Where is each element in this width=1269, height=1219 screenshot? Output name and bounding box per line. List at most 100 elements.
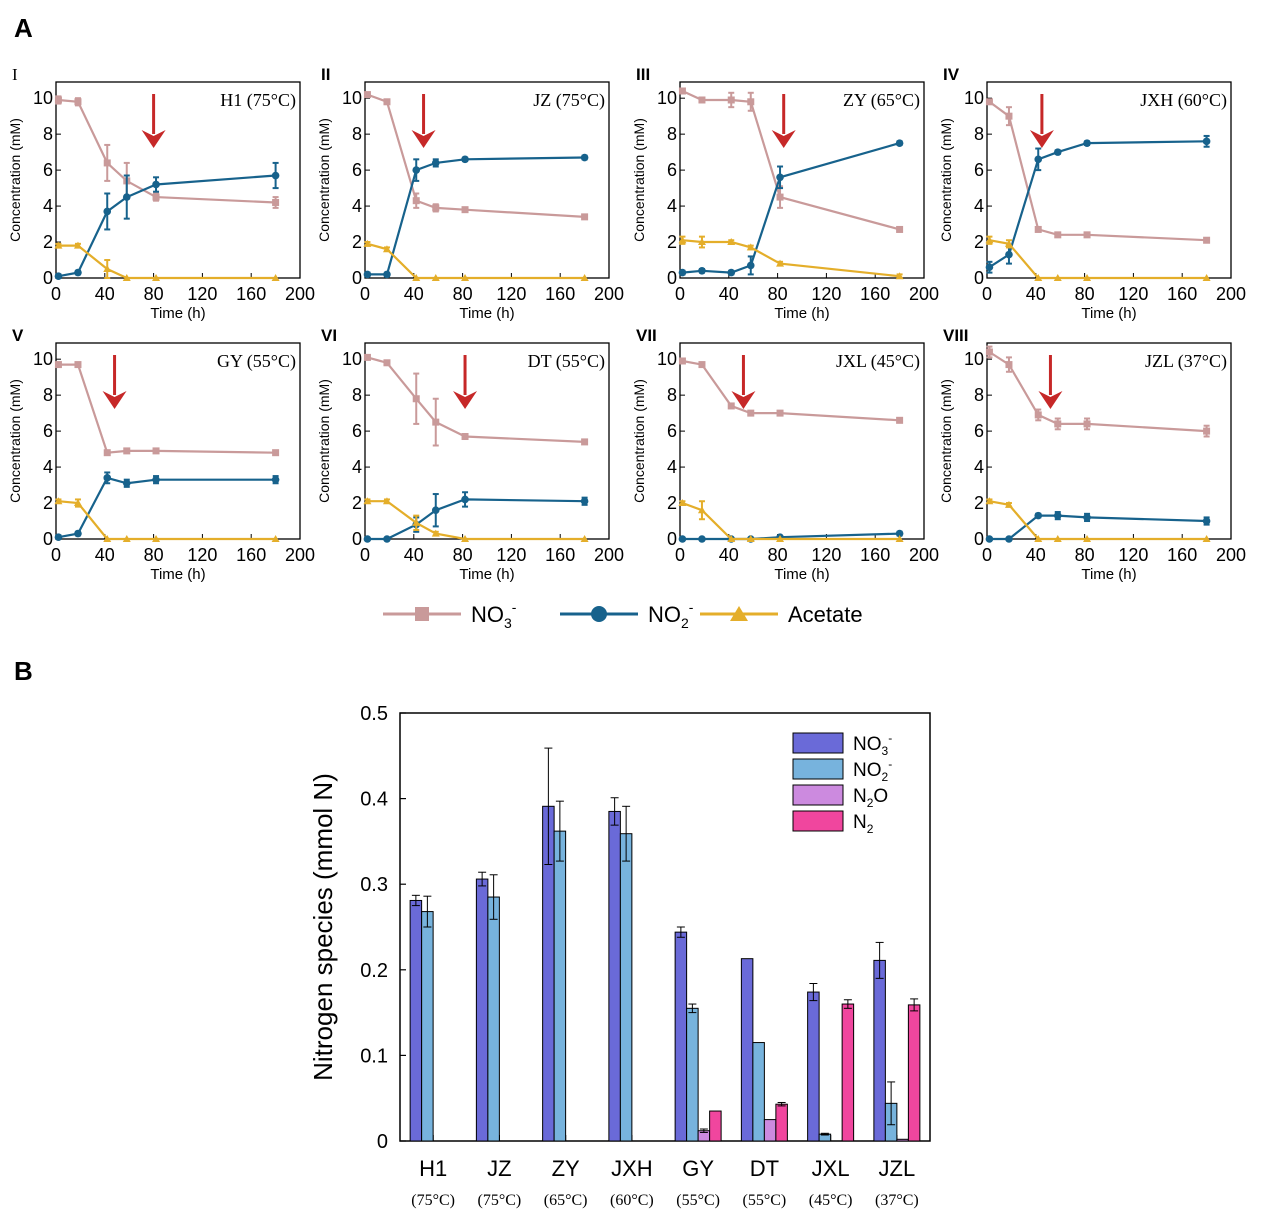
category-temperature: (65°C) [544, 1192, 588, 1209]
data-point [122, 193, 131, 201]
plot-frame [364, 81, 610, 279]
y-tick-label: 2 [352, 232, 362, 252]
legend-label: N2O [853, 786, 888, 810]
series-acetate [363, 497, 589, 542]
data-point [776, 409, 784, 417]
x-tick-label: 160 [236, 284, 266, 304]
data-point [896, 416, 904, 424]
series-nitrite [54, 471, 280, 542]
bar-legend-item: NO3- [792, 731, 892, 758]
x-tick-label: 40 [95, 284, 115, 304]
data-point [1054, 231, 1062, 239]
x-axis-label: Time (h) [774, 305, 829, 322]
data-point [152, 447, 160, 455]
legend-item: NO3- [383, 599, 517, 631]
data-point [678, 87, 686, 95]
data-point [678, 268, 687, 277]
series-line [367, 242, 585, 280]
x-tick-label: 0 [982, 284, 992, 304]
data-point [271, 535, 280, 542]
x-tick-label: 0 [360, 284, 370, 304]
panel-roman-numeral: II [321, 65, 330, 84]
data-point [698, 535, 706, 543]
data-point [461, 155, 469, 164]
bar [763, 1119, 777, 1142]
y-axis-label: Concentration (mM) [7, 379, 23, 503]
data-point [985, 348, 993, 356]
y-tick-label: 2 [974, 493, 984, 513]
x-tick-label: 80 [144, 545, 164, 565]
x-tick-label: 40 [719, 545, 739, 565]
y-tick-label: 10 [33, 349, 53, 369]
panel-roman-numeral: V [12, 326, 24, 345]
x-tick-label: 200 [909, 284, 939, 304]
x-tick-label: 120 [1118, 284, 1148, 304]
bar-chart: 0 0.1 0.2 0.3 0.4 0.5 Nitrogen species (mmol N… [308, 703, 931, 1209]
data-point [1202, 517, 1211, 525]
transition-arrow-icon [1038, 391, 1063, 409]
legend-label: NO2- [853, 757, 892, 784]
data-point [895, 272, 904, 280]
category-temperature: (45°C) [809, 1192, 853, 1209]
legend-label: N2 [853, 812, 874, 836]
y-tick-label: 6 [667, 421, 677, 441]
x-tick-label: 200 [1216, 545, 1246, 565]
y-tick-label: 8 [667, 385, 677, 405]
data-point [776, 173, 784, 182]
data-point [103, 207, 112, 216]
data-point [895, 139, 904, 147]
y-tick-label: 6 [974, 160, 984, 180]
y-tick-label: 4 [974, 457, 984, 477]
plot-frame [986, 81, 1232, 279]
bar [475, 878, 489, 1142]
data-point [122, 535, 131, 542]
plot-frame [55, 342, 301, 540]
data-point [1202, 137, 1211, 146]
data-point [103, 474, 112, 482]
data-point [1083, 274, 1092, 281]
data-point [1034, 411, 1042, 419]
x-tick-label: 120 [496, 545, 526, 565]
panel-label-b: B [14, 656, 33, 686]
data-point [1005, 250, 1013, 259]
y-tick-label: 0 [667, 529, 677, 549]
series-nitrate [678, 87, 904, 233]
panel-title: ZY (65°C) [843, 90, 920, 111]
y-tick-label: 4 [667, 457, 677, 477]
data-point [1083, 231, 1091, 239]
category-label: H1 [419, 1156, 447, 1181]
line-chart-3: 0 40 80 120 160 200 0 2 4 6 8 10 Time (h) Concentrati… [631, 65, 939, 322]
transition-arrow-icon [1029, 130, 1054, 148]
panel-roman-numeral: IV [943, 65, 960, 84]
y-tick-label: 10 [964, 88, 984, 108]
x-tick-label: 120 [496, 284, 526, 304]
data-point [1034, 274, 1043, 281]
panel-title: DT (55°C) [528, 351, 605, 372]
data-point [895, 535, 904, 542]
data-point [431, 159, 440, 167]
data-point [697, 238, 706, 246]
data-point [678, 236, 687, 244]
panel-title: JXH (60°C) [1140, 90, 1227, 111]
data-point [73, 499, 82, 507]
y-tick-label: 0.1 [360, 1045, 388, 1067]
data-point [697, 506, 706, 514]
data-point [581, 213, 589, 221]
y-tick-label: 0 [43, 268, 53, 288]
x-tick-label: 80 [1075, 284, 1095, 304]
y-axis-label: Nitrogen species (mmol N) [308, 773, 338, 1081]
data-point [1053, 511, 1062, 520]
plot-frame [986, 342, 1232, 540]
data-point [412, 197, 420, 205]
data-point [363, 353, 371, 361]
data-point [1083, 535, 1092, 542]
series-nitrate [363, 91, 589, 221]
series-acetate [985, 497, 1211, 542]
data-point [412, 518, 421, 526]
data-point [461, 495, 469, 504]
x-tick-label: 160 [1167, 545, 1197, 565]
data-point [382, 245, 391, 253]
data-point [1053, 274, 1062, 281]
y-tick-label: 0.3 [360, 874, 388, 896]
